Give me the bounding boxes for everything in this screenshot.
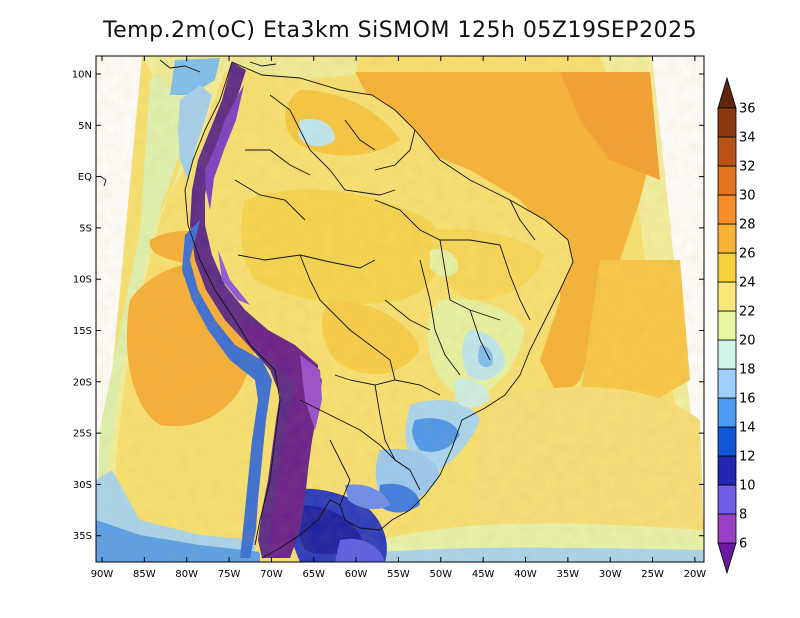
colorbar-label: 28: [739, 218, 756, 233]
map-frame: [95, 55, 705, 563]
colorbar-segment: [717, 397, 737, 428]
lon-label: 85W: [133, 569, 156, 580]
lon-label: 50W: [429, 569, 452, 580]
lat-label: 10N: [72, 70, 92, 81]
colorbar-segment: [717, 165, 737, 196]
colorbar-label: 8: [739, 508, 747, 523]
colorbar-label: 14: [739, 421, 756, 436]
colorbar-label: 12: [739, 450, 756, 465]
lat-label: 35S: [73, 531, 92, 542]
colorbar-label: 26: [739, 247, 756, 262]
lat-label: 25S: [73, 429, 92, 440]
colorbar-label: 6: [739, 537, 747, 552]
longitude-axis: 90W 85W 80W 75W 70W 65W 60W 55W 50W 45W 40W 35W 30W 2…: [91, 56, 707, 580]
colorbar-arrow-top: [717, 76, 737, 109]
lon-label: 55W: [387, 569, 410, 580]
colorbar-label: 32: [739, 160, 756, 175]
lon-label: 70W: [260, 569, 283, 580]
lat-label: 15S: [73, 326, 92, 337]
colorbar-segment: [717, 252, 737, 283]
caribbean-islands: [99, 59, 277, 187]
lat-label: 5S: [79, 223, 92, 234]
colorbar-segment: [717, 513, 737, 544]
colorbar-label: 16: [739, 392, 756, 407]
colorbar-segment: [717, 310, 737, 341]
lon-label: 65W: [302, 569, 325, 580]
lon-label: 25W: [641, 569, 664, 580]
colorbar-arrow-bottom: [717, 542, 737, 575]
latitude-axis: 10N 5N EQ 5S 10S 15S 20S 25S 30S 35S: [72, 70, 704, 542]
lon-label: 40W: [514, 569, 537, 580]
map-title: Temp.2m(oC) Eta3km SiSMOM 125h 05Z19SEP2…: [102, 18, 698, 43]
country-boundaries: [184, 61, 574, 559]
colorbar-label: 20: [739, 334, 756, 349]
lon-label: 35W: [557, 569, 580, 580]
colorbar-label: 30: [739, 189, 756, 204]
colorbar-label: 10: [739, 479, 756, 494]
lat-label: EQ: [78, 172, 92, 183]
colorbar-segment: [717, 107, 737, 138]
colorbar-segment: [717, 368, 737, 399]
colorbar-label: 36: [739, 102, 756, 117]
lat-label: 20S: [73, 377, 92, 388]
colorbar-segment: [717, 484, 737, 515]
lat-label: 30S: [73, 480, 92, 491]
colorbar-label: 22: [739, 305, 756, 320]
colorbar-segment: [717, 455, 737, 486]
lon-label: 30W: [599, 569, 622, 580]
colorbar-segment: [717, 339, 737, 370]
map-field: [96, 56, 704, 562]
colorbar-label: 34: [739, 131, 756, 146]
colorbar-segment: [717, 194, 737, 225]
colorbar-segment: [717, 281, 737, 312]
lat-label: 5N: [78, 121, 92, 132]
colorbar-segment: [717, 136, 737, 167]
lon-label: 60W: [345, 569, 368, 580]
colorbar-label: 24: [739, 276, 756, 291]
lon-label: 45W: [472, 569, 495, 580]
lon-label: 90W: [91, 569, 114, 580]
lon-label: 75W: [218, 569, 241, 580]
colorbar: 6 8 10 12 14 16 18 20 22 24 26 28 30 32 34 36: [717, 76, 756, 575]
lon-label: 80W: [175, 569, 198, 580]
lat-label: 10S: [73, 275, 92, 286]
lon-label: 20W: [684, 569, 707, 580]
colorbar-label: 18: [739, 363, 756, 378]
colorbar-segment: [717, 223, 737, 254]
colorbar-segment: [717, 426, 737, 457]
